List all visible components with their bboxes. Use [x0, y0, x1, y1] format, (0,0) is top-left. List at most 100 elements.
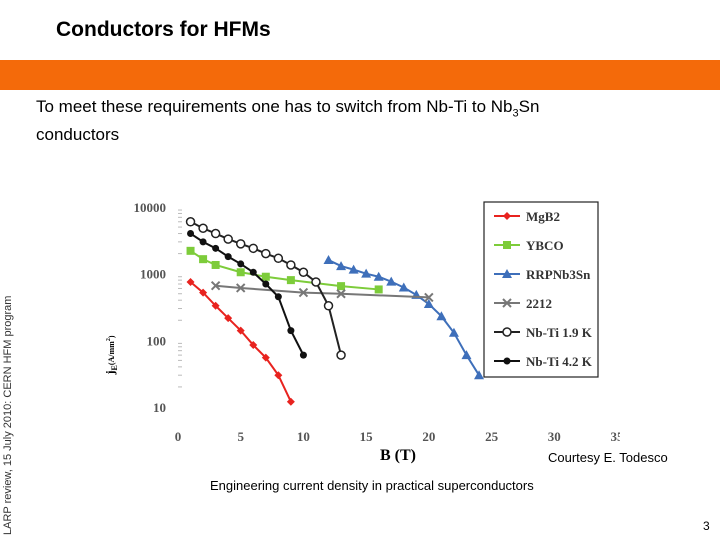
x-tick-label: 10: [297, 429, 310, 444]
data-point: [223, 234, 233, 244]
x-tick-label: 15: [360, 429, 374, 444]
data-point: [199, 238, 207, 246]
data-point: [386, 276, 397, 286]
data-point: [337, 282, 346, 291]
data-point: [236, 326, 245, 335]
series-line: [189, 281, 292, 403]
legend-item: Nb-Ti 1.9 K: [494, 325, 593, 340]
data-point: [461, 350, 472, 360]
y-tick-label: 1000: [140, 267, 166, 282]
x-tick-label: 0: [175, 429, 182, 444]
legend-item: 2212: [494, 296, 552, 311]
legend-item: YBCO: [494, 238, 564, 253]
courtesy-note: Courtesy E. Todesco: [548, 450, 668, 465]
data-point: [311, 277, 321, 287]
series-line: [189, 232, 305, 356]
data-point: [298, 287, 309, 298]
subtitle-subscript: 3: [512, 107, 519, 120]
data-point: [199, 255, 208, 264]
data-point-stroke: [298, 287, 309, 298]
y-tick-label: 10000: [134, 200, 167, 215]
data-point: [286, 276, 295, 285]
data-point: [185, 217, 196, 227]
chart-series: [185, 217, 485, 406]
data-point: [224, 253, 232, 261]
data-point: [503, 212, 511, 220]
y-tick-label: 10: [153, 400, 166, 415]
data-point: [261, 248, 271, 259]
x-tick-labels: 0 5 10 15 20 25 30 35: [175, 429, 620, 444]
subtitle-tail: Sn: [518, 97, 540, 116]
data-point: [287, 327, 295, 335]
data-point: [373, 271, 384, 281]
legend-label: Nb-Ti 4.2 K: [526, 354, 593, 369]
data-point: [474, 370, 485, 380]
data-point: [348, 264, 359, 274]
data-point: [502, 298, 512, 308]
data-point: [235, 239, 246, 249]
data-point: [436, 311, 447, 321]
data-point-stroke: [502, 298, 512, 308]
data-point: [361, 268, 372, 278]
chart-grid: [178, 209, 182, 388]
data-point: [503, 357, 511, 365]
x-tick-label: 35: [611, 429, 621, 444]
series-nb-ti-1-9-k: [185, 217, 346, 360]
legend-label: 2212: [526, 296, 552, 311]
data-point: [298, 267, 309, 278]
data-point: [249, 341, 258, 350]
side-label: LARP review, 15 July 2010: CERN HFM prog…: [2, 295, 14, 535]
data-point: [336, 261, 347, 271]
data-point: [274, 371, 283, 380]
data-point: [323, 301, 334, 311]
data-point: [236, 283, 246, 293]
data-point-stroke: [236, 283, 246, 293]
x-tick-label: 30: [548, 429, 561, 444]
y-tick-label: 100: [147, 333, 167, 348]
data-point: [261, 272, 270, 281]
chart-legend: MgB2 YBCO RRPNb3Sn 2212 Nb-Ti 1.9 K Nb-Ti 4.2…: [483, 201, 599, 378]
series-mgb2: [186, 277, 295, 406]
data-point: [187, 230, 195, 238]
data-point: [502, 269, 512, 278]
data-point: [212, 244, 220, 252]
data-point: [261, 353, 270, 362]
series-nb-ti-4-2-k: [187, 230, 307, 359]
data-point: [398, 282, 409, 292]
data-point: [199, 288, 208, 297]
data-point: [210, 280, 221, 291]
legend-item: Nb-Ti 4.2 K: [494, 354, 593, 369]
data-point: [423, 299, 434, 309]
y-axis-label-sub: E: [110, 365, 119, 370]
chart-caption: Engineering current density in practical…: [210, 478, 534, 493]
data-point: [211, 301, 220, 310]
subtitle-text: To meet these requirements one has to sw…: [36, 97, 513, 116]
accent-bar: [0, 60, 720, 90]
data-point: [424, 292, 434, 303]
x-tick-label: 25: [485, 429, 499, 444]
legend-item: MgB2: [494, 209, 560, 224]
x-tick-label: 20: [422, 429, 435, 444]
data-point: [374, 285, 383, 294]
data-point: [249, 268, 257, 276]
slide-title: Conductors for HFMs: [56, 18, 271, 41]
data-point-stroke: [336, 289, 346, 299]
legend-label: RRPNb3Sn: [526, 267, 591, 282]
data-point: [286, 260, 296, 270]
data-point-stroke: [424, 292, 434, 303]
data-point: [248, 243, 259, 254]
subtitle-line2: conductors: [36, 125, 120, 145]
data-point: [210, 228, 221, 239]
series-2212: [210, 280, 434, 303]
y-axis-label-close: ): [107, 335, 116, 338]
slide-subtitle: To meet these requirements one has to sw…: [36, 96, 676, 145]
data-point-stroke: [210, 280, 221, 291]
legend-item: RRPNb3Sn: [494, 267, 591, 282]
series-rrpnb3sn: [323, 255, 485, 380]
legend-label: MgB2: [526, 209, 560, 224]
series-line: [328, 259, 480, 376]
data-point: [299, 351, 307, 359]
y-tick-labels: 10 100 1000 10000: [134, 200, 167, 415]
y-axis-label-units: (A/mm: [107, 341, 116, 365]
legend-label: Nb-Ti 1.9 K: [526, 325, 593, 340]
